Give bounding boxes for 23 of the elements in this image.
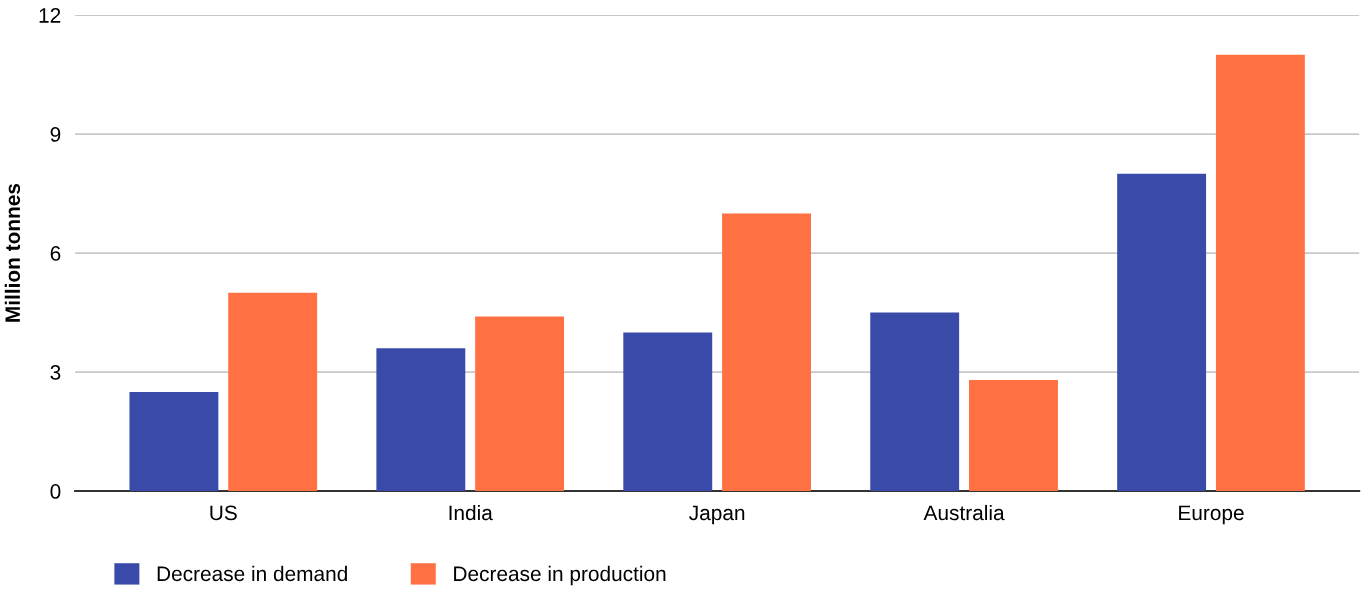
y-tick-label: 3 — [50, 365, 61, 380]
bar — [870, 312, 960, 492]
y-tick-label: 6 — [50, 246, 61, 261]
legend-label: Decrease in production — [454, 565, 666, 586]
bar — [376, 348, 466, 492]
x-tick-label: Australia — [923, 504, 1005, 521]
bar — [623, 332, 713, 492]
bar — [1117, 173, 1207, 492]
x-tick-label: Europe — [1179, 505, 1244, 525]
bar — [722, 213, 811, 492]
y-tick-label: 12 — [39, 8, 61, 23]
legend-label: Decrease in demand — [157, 565, 347, 582]
x-tick-label: US — [210, 505, 237, 521]
bar — [969, 380, 1058, 492]
bar — [1215, 54, 1305, 492]
bar — [228, 292, 318, 492]
y-tick-label: 0 — [50, 484, 61, 499]
x-tick-label: Japan — [689, 505, 745, 525]
y-tick-label: 9 — [50, 127, 61, 142]
x-tick-label: India — [449, 504, 493, 521]
bar — [475, 316, 565, 492]
y-axis-title: Million tonnes — [4, 183, 21, 322]
bar — [129, 391, 219, 492]
